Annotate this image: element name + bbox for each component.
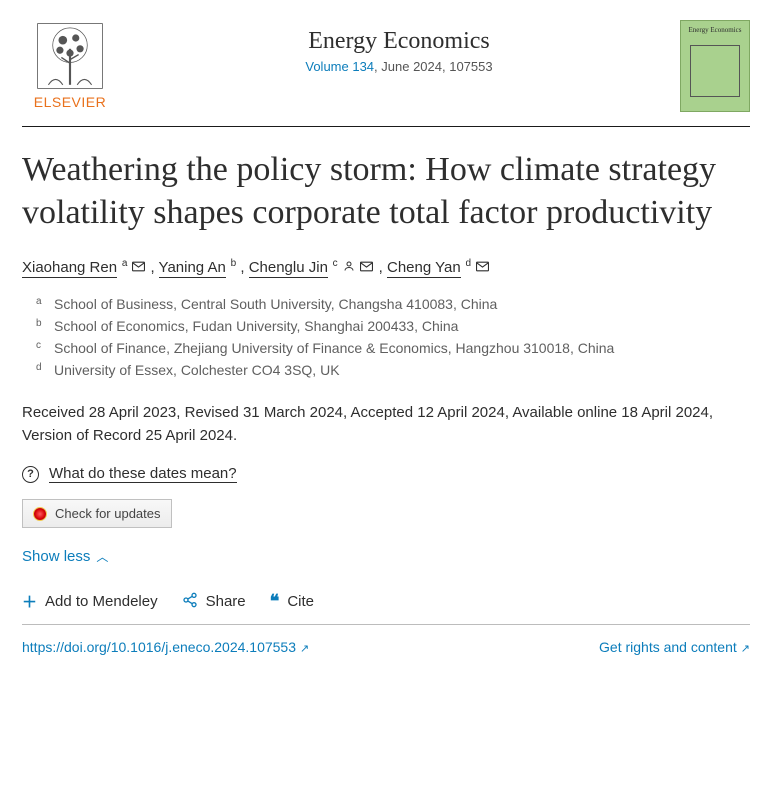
- updates-button-label: Check for updates: [55, 506, 161, 521]
- mendeley-label: Add to Mendeley: [45, 593, 158, 610]
- show-less-toggle[interactable]: Show less ︿: [22, 548, 108, 565]
- affiliation-text: School of Finance, Zhejiang University o…: [54, 340, 614, 356]
- author-link[interactable]: Chenglu Jin: [249, 259, 328, 278]
- chevron-up-icon: ︿: [96, 548, 108, 565]
- mail-icon[interactable]: [472, 259, 489, 275]
- volume-link[interactable]: Volume 134: [305, 59, 374, 74]
- action-bar: ＋ Add to Mendeley Share ❝ Cite: [22, 579, 750, 625]
- publication-history: Received 28 April 2023, Revised 31 March…: [22, 402, 750, 447]
- plus-icon: ＋: [22, 591, 37, 612]
- mail-icon[interactable]: [357, 259, 374, 275]
- affiliation-sup: b: [36, 318, 44, 334]
- external-link-icon: ↗: [741, 643, 750, 655]
- affiliation-text: School of Business, Central South Univer…: [54, 296, 497, 312]
- journal-issue-meta: Volume 134, June 2024, 107553: [118, 59, 680, 74]
- check-updates-button[interactable]: Check for updates: [22, 499, 172, 528]
- author-affiliation-sup: a: [119, 258, 127, 269]
- author-affiliation-sup: c: [330, 258, 338, 269]
- external-link-icon: ↗: [300, 643, 309, 655]
- journal-cover-thumbnail[interactable]: Energy Economics: [680, 20, 750, 112]
- share-label: Share: [206, 593, 246, 610]
- article-masthead: ELSEVIER Energy Economics Volume 134, Ju…: [22, 20, 750, 127]
- affiliation-row: b School of Economics, Fudan University, …: [36, 318, 750, 334]
- get-rights-link[interactable]: Get rights and content↗: [599, 639, 750, 655]
- affiliation-sup: c: [36, 340, 44, 356]
- author-link[interactable]: Xiaohang Ren: [22, 259, 117, 278]
- dates-help-label: What do these dates mean?: [49, 465, 237, 483]
- journal-title[interactable]: Energy Economics: [118, 28, 680, 55]
- author-affiliation-sup: d: [463, 258, 471, 269]
- affiliation-list: a School of Business, Central South Unive…: [22, 296, 750, 378]
- show-less-label: Show less: [22, 548, 90, 565]
- person-icon[interactable]: [339, 259, 355, 275]
- article-title: Weathering the policy storm: How climate…: [22, 149, 750, 234]
- add-to-mendeley-button[interactable]: ＋ Add to Mendeley: [22, 591, 158, 612]
- quote-icon: ❝: [270, 591, 280, 612]
- issue-detail: , June 2024, 107553: [374, 59, 493, 74]
- share-icon: [182, 592, 198, 612]
- footer-links: https://doi.org/10.1016/j.eneco.2024.107…: [22, 637, 750, 655]
- elsevier-tree-icon: [34, 20, 106, 92]
- cite-label: Cite: [287, 593, 314, 610]
- journal-info: Energy Economics Volume 134, June 2024, …: [118, 20, 680, 74]
- dates-help-row[interactable]: ? What do these dates mean?: [22, 465, 750, 483]
- affiliation-sup: d: [36, 362, 44, 378]
- affiliation-sup: a: [36, 296, 44, 312]
- crossref-icon: [33, 507, 47, 521]
- affiliation-row: c School of Finance, Zhejiang University …: [36, 340, 750, 356]
- cover-title-text: Energy Economics: [689, 27, 742, 35]
- author-link[interactable]: Cheng Yan: [387, 259, 461, 278]
- cite-button[interactable]: ❝ Cite: [270, 591, 314, 612]
- share-button[interactable]: Share: [182, 591, 246, 612]
- help-icon: ?: [22, 466, 39, 483]
- affiliation-row: d University of Essex, Colchester CO4 3SQ…: [36, 362, 750, 378]
- affiliation-text: University of Essex, Colchester CO4 3SQ,…: [54, 362, 340, 378]
- author-link[interactable]: Yaning An: [159, 259, 226, 278]
- doi-link[interactable]: https://doi.org/10.1016/j.eneco.2024.107…: [22, 639, 309, 655]
- publisher-name: ELSEVIER: [34, 94, 106, 110]
- author-affiliation-sup: b: [228, 258, 236, 269]
- cover-inner-box: [690, 45, 740, 97]
- affiliation-row: a School of Business, Central South Unive…: [36, 296, 750, 312]
- mail-icon[interactable]: [128, 259, 145, 275]
- affiliation-text: School of Economics, Fudan University, S…: [54, 318, 458, 334]
- publisher-block: ELSEVIER: [22, 20, 118, 110]
- author-list: Xiaohang Ren a , Yaning An b , Chenglu J…: [22, 258, 750, 276]
